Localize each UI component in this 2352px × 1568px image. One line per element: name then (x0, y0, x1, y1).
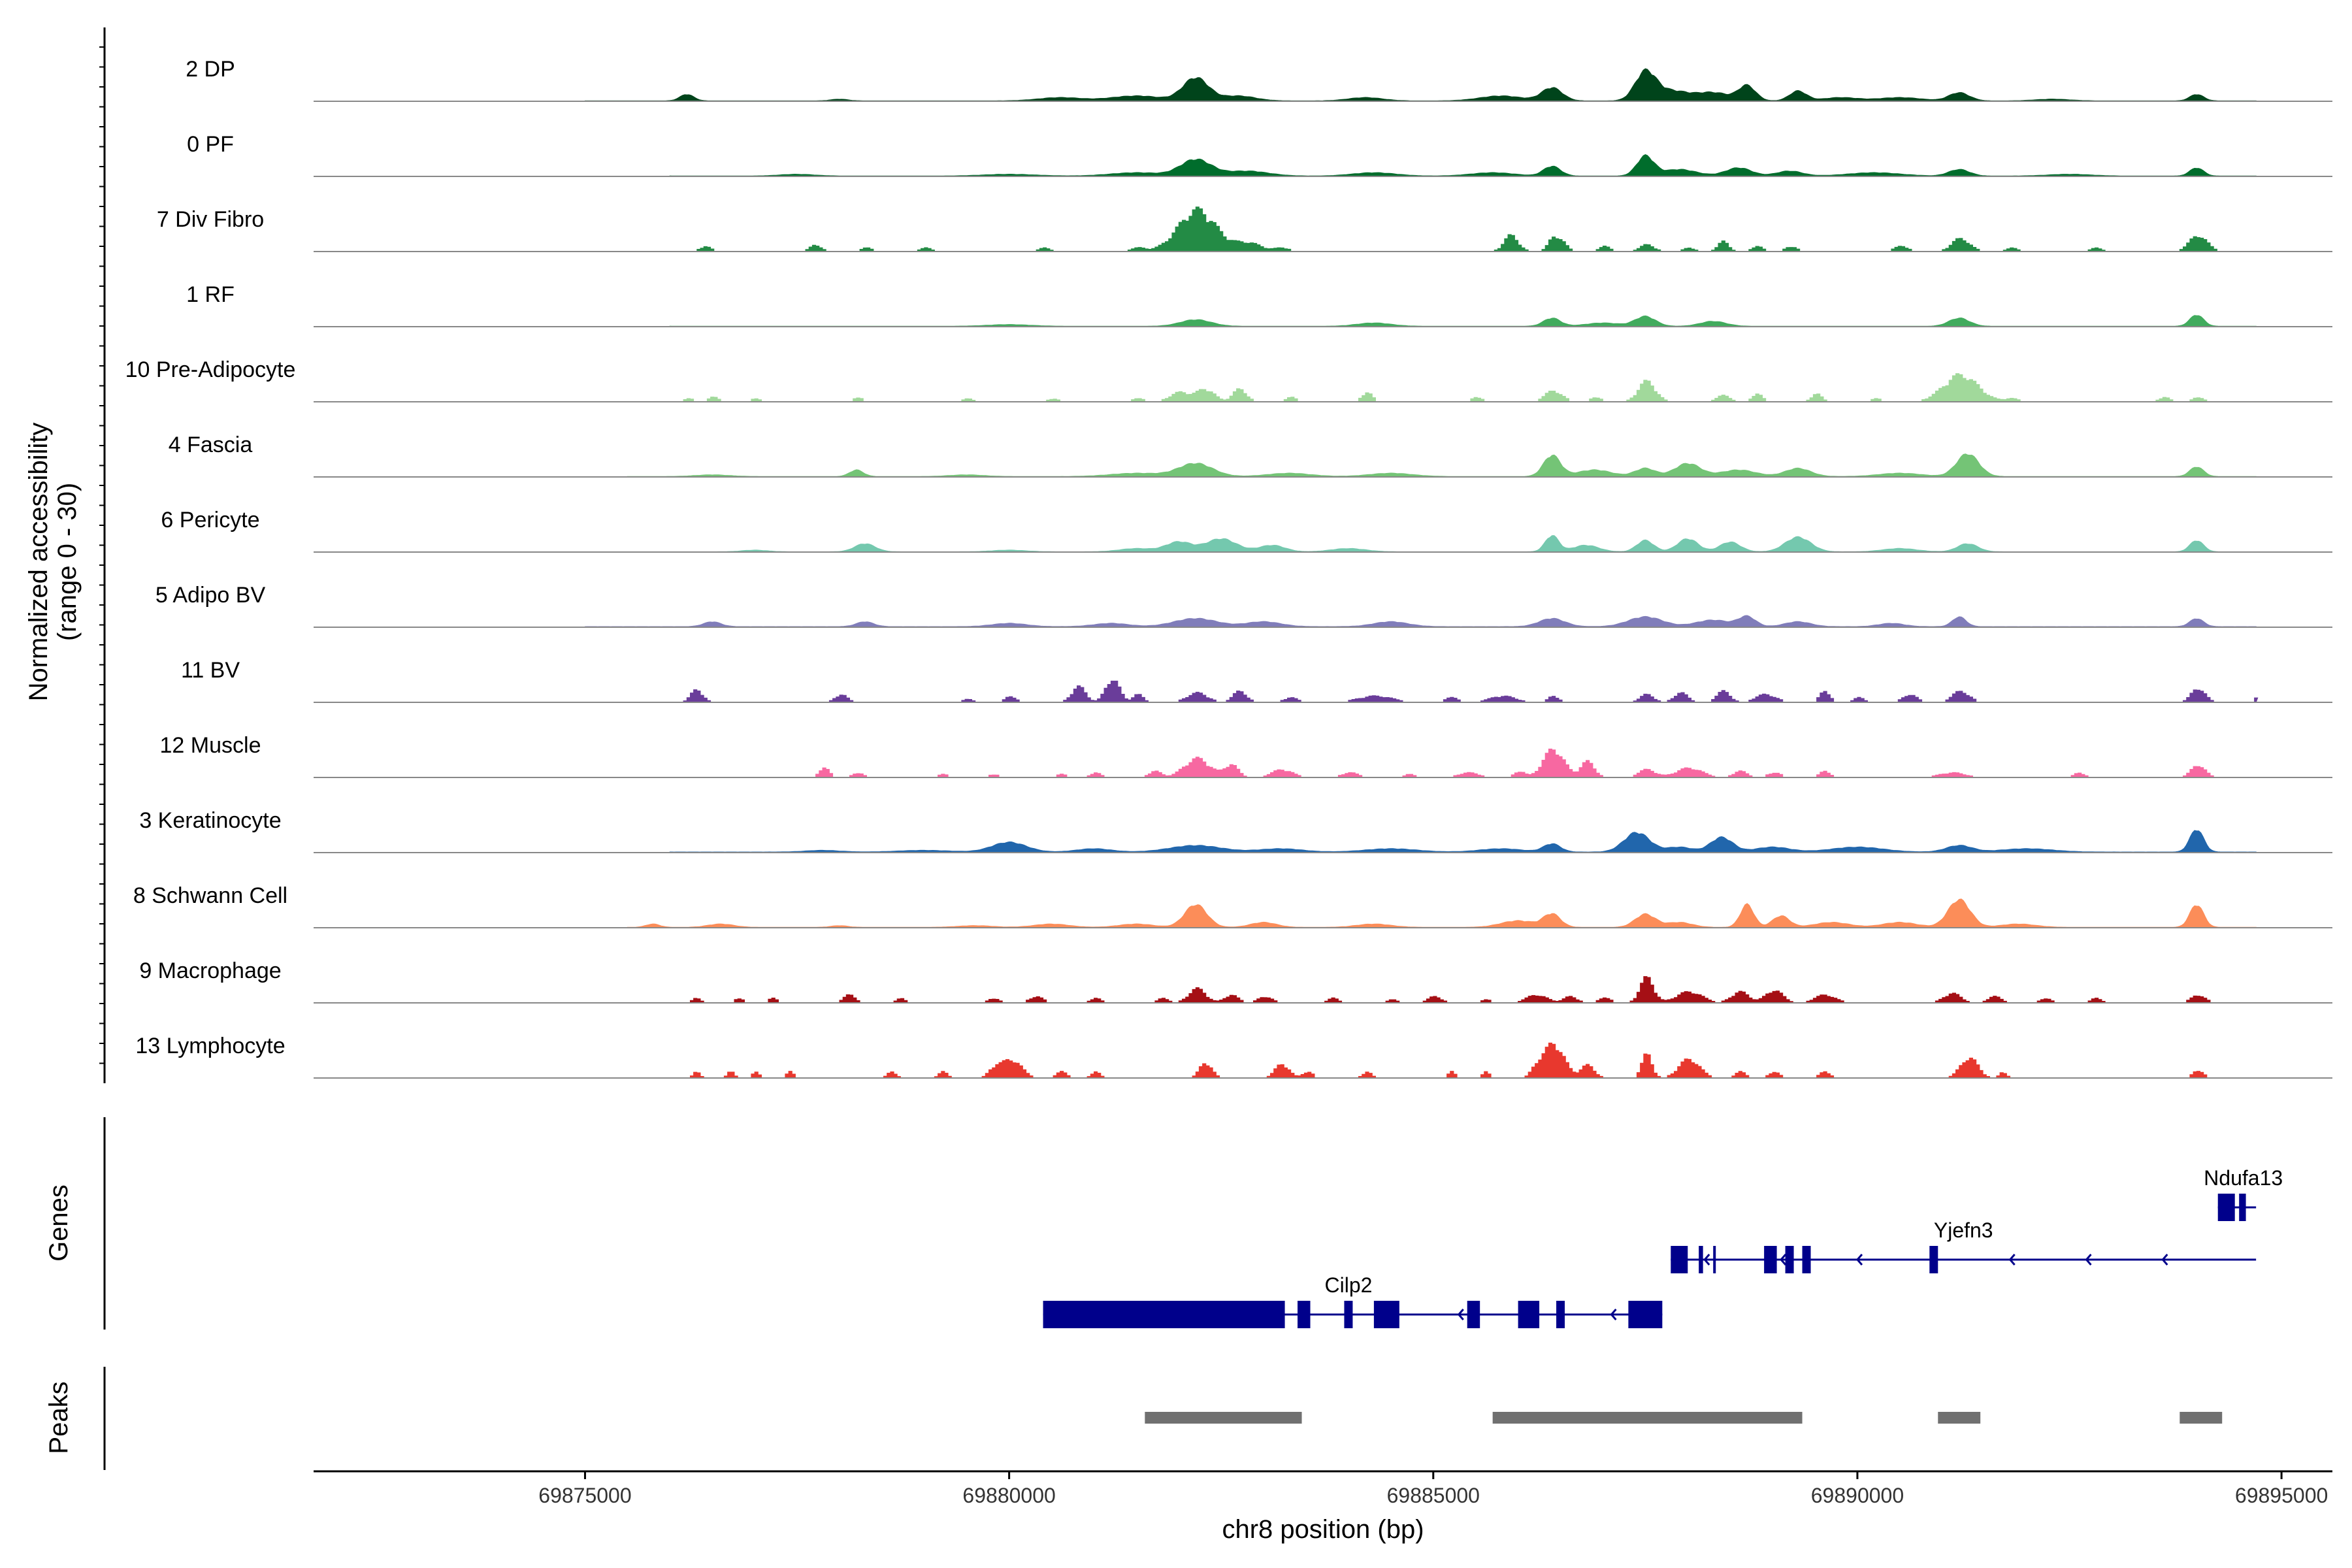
coverage-area (670, 373, 2258, 402)
track-label: 10 Pre-Adipocyte (125, 357, 296, 382)
coverage-y-axis (99, 27, 106, 1083)
x-axis: 69875000 69880000 69885000 69890000 69895000 (314, 1470, 2332, 1507)
track-label: 8 Schwann Cell (133, 883, 287, 908)
genes-track-title: Genes (44, 1184, 73, 1262)
strand-arrow (1855, 1254, 1863, 1266)
coverage-area (627, 453, 2257, 478)
track-label: 0 PF (187, 132, 234, 157)
gene-exon (1344, 1301, 1353, 1328)
gene-exon (1802, 1246, 1811, 1273)
coverage-area (635, 535, 2257, 553)
gene-exon (2239, 1194, 2246, 1221)
track-2-dp: 2 DP (186, 57, 2332, 102)
coverage-area (585, 68, 2257, 102)
peaks-track-title: Peaks (44, 1381, 73, 1454)
track-11-bv: 11 BV (181, 658, 2332, 703)
coverage-area (670, 976, 2258, 1004)
strand-arrow (2085, 1254, 2092, 1266)
gene-exon (1699, 1246, 1703, 1273)
coverage-area (670, 1042, 2258, 1079)
strand-arrow (2161, 1254, 2168, 1266)
gene-label: Ndufa13 (2204, 1166, 2283, 1190)
track-13-lymphocyte: 13 Lymphocyte (135, 1034, 2332, 1079)
y-axis-title: Normalized accessibility (24, 423, 53, 702)
gene-exon (1785, 1246, 1794, 1273)
x-tick-label: 69895000 (2235, 1484, 2328, 1507)
gene-label: Yjefn3 (1934, 1218, 1993, 1242)
y-axis-subtitle: (range 0 - 30) (53, 483, 82, 641)
accessibility-tracks: 2 DP 0 PF 7 Div Fibro 1 RF 10 Pre-Adipocyte 4… (125, 57, 2332, 1079)
peak-region (2180, 1412, 2223, 1424)
track-label: 7 Div Fibro (157, 207, 264, 232)
track-12-muscle: 12 Muscle (160, 733, 2332, 778)
track-6-pericyte: 6 Pericyte (161, 508, 2332, 553)
gene-annotation-track: Cilp2 Yjefn3 Ndufa13 (1043, 1166, 2283, 1328)
x-axis-title: chr8 position (bp) (1222, 1515, 1424, 1544)
strand-arrow (2008, 1254, 2016, 1266)
track-label: 9 Macrophage (139, 958, 281, 983)
coverage-area (669, 315, 2257, 327)
gene-exon (1043, 1301, 1285, 1328)
track-label: 2 DP (186, 57, 235, 82)
gene-exon (1929, 1246, 1938, 1273)
track-7-div-fibro: 7 Div Fibro (157, 206, 2332, 252)
gene-label: Cilp2 (1324, 1273, 1372, 1297)
gene-yjefn3: Yjefn3 (1671, 1218, 2257, 1273)
track-3-keratinocyte: 3 Keratinocyte (139, 808, 2332, 853)
track-4-fascia: 4 Fascia (169, 433, 2332, 478)
track-label: 3 Keratinocyte (139, 808, 281, 833)
gene-exon (2217, 1194, 2235, 1221)
gene-exon (1671, 1246, 1688, 1273)
track-label: 11 BV (181, 658, 240, 683)
track-0-pf: 0 PF (187, 132, 2332, 177)
coverage-area (669, 830, 2257, 853)
peak-regions-track (1145, 1412, 2223, 1424)
coverage-area (585, 615, 2257, 628)
coverage-area (670, 680, 2259, 703)
gene-exon (1298, 1301, 1311, 1328)
strand-arrow (1457, 1309, 1464, 1320)
track-label: 12 Muscle (160, 733, 261, 758)
strand-arrow (1780, 1254, 1787, 1266)
track-9-macrophage: 9 Macrophage (139, 958, 2332, 1004)
peak-region (1145, 1412, 1302, 1424)
gene-exon (1764, 1246, 1777, 1273)
x-tick-label: 69880000 (962, 1484, 1055, 1507)
gene-exon (1518, 1301, 1540, 1328)
track-1-rf: 1 RF (186, 282, 2332, 327)
coverage-area (627, 898, 2257, 928)
track-label: 13 Lymphocyte (135, 1034, 285, 1058)
track-label: 5 Adipo BV (155, 583, 266, 608)
peak-region (1938, 1412, 1981, 1424)
peak-region (1492, 1412, 1803, 1424)
gene-exon (1713, 1246, 1716, 1273)
x-tick-label: 69885000 (1387, 1484, 1480, 1507)
track-10-pre-adipocyte: 10 Pre-Adipocyte (125, 357, 2332, 402)
gene-exon (1373, 1301, 1399, 1328)
gene-cilp2: Cilp2 (1043, 1273, 1663, 1328)
gene-ndufa13: Ndufa13 (2204, 1166, 2283, 1221)
strand-arrow (1703, 1254, 1710, 1266)
gene-exon (1556, 1301, 1565, 1328)
x-tick-label: 69890000 (1811, 1484, 1904, 1507)
gene-exon (1467, 1301, 1480, 1328)
strand-arrow (1610, 1309, 1617, 1320)
coverage-area (670, 748, 2258, 778)
track-label: 6 Pericyte (161, 508, 259, 532)
track-label: 4 Fascia (169, 433, 253, 457)
coverage-area (669, 154, 2257, 177)
x-tick-label: 69875000 (538, 1484, 631, 1507)
coverage-area (670, 206, 2258, 252)
gene-exon (1628, 1301, 1663, 1328)
track-5-adipo-bv: 5 Adipo BV (155, 583, 2332, 628)
track-8-schwann-cell: 8 Schwann Cell (133, 883, 2332, 928)
track-label: 1 RF (186, 282, 235, 307)
